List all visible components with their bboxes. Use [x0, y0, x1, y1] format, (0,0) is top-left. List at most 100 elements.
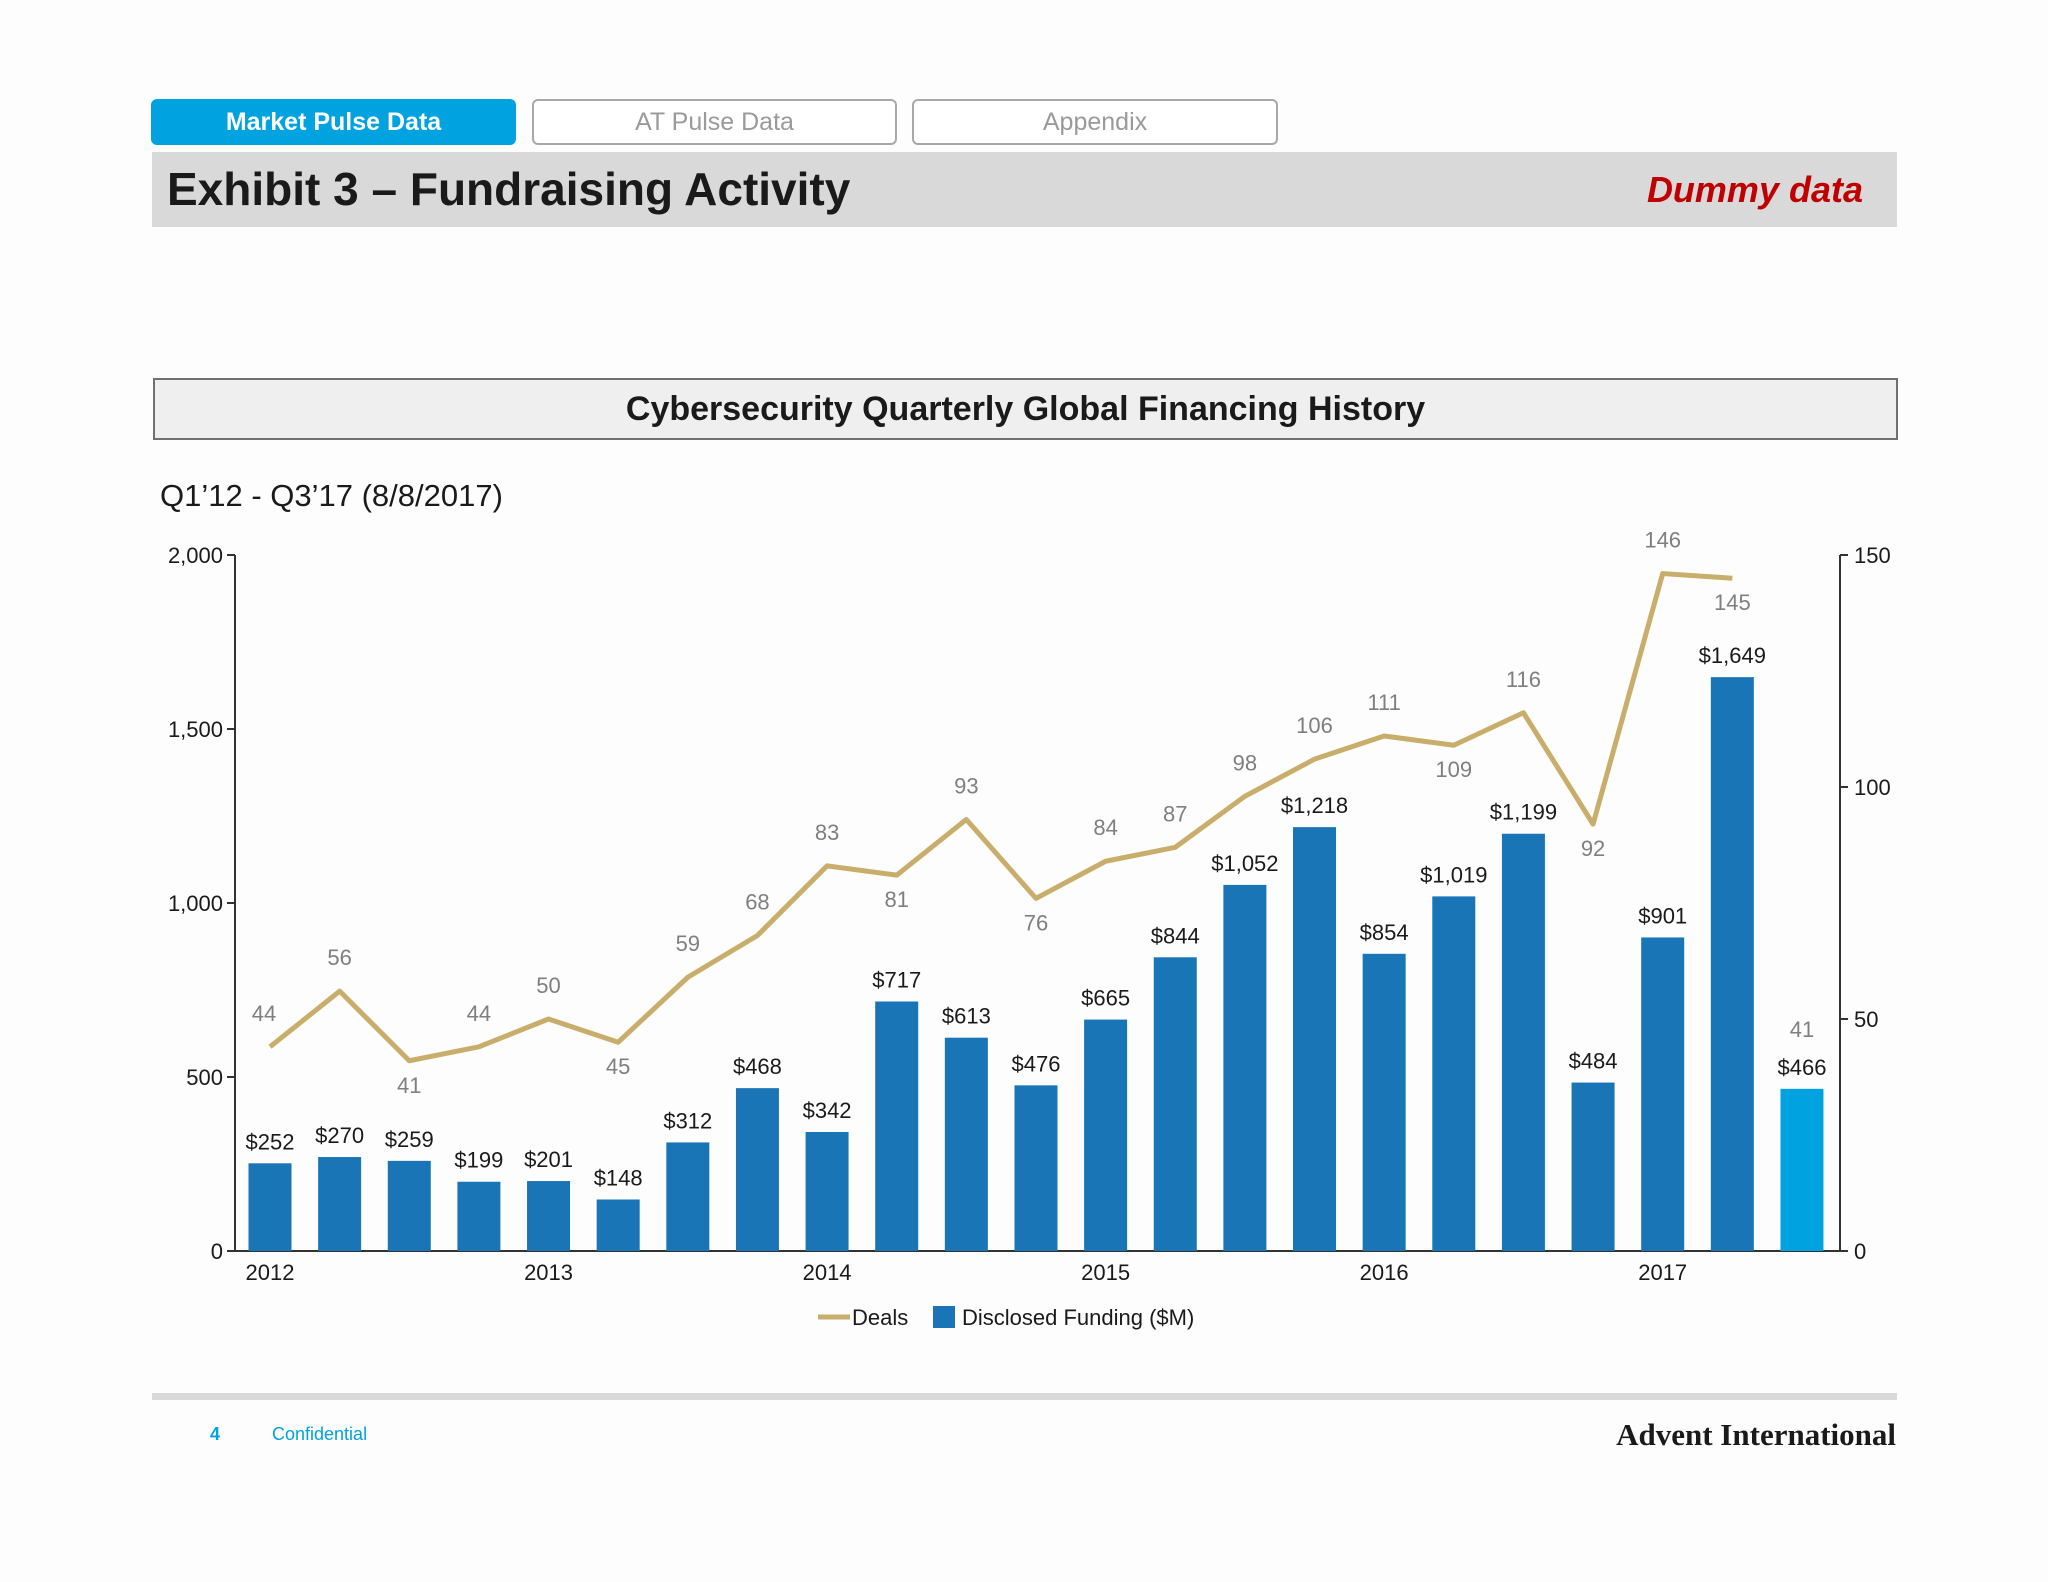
deals-point-label: 146	[1644, 528, 1681, 553]
y-left-tick-label: 1,500	[168, 717, 223, 742]
funding-bar	[1293, 827, 1337, 1251]
funding-bar-label: $854	[1360, 920, 1409, 945]
funding-bar-label: $148	[594, 1165, 643, 1190]
deals-point-label: 44	[467, 1001, 491, 1026]
y-right-tick-label: 50	[1854, 1007, 1878, 1032]
x-tick-label: 2012	[246, 1260, 295, 1285]
funding-bar-label: $844	[1151, 923, 1200, 948]
funding-bar-label: $201	[524, 1147, 573, 1172]
deals-point-label: 44	[252, 1001, 276, 1026]
funding-bar-label: $312	[663, 1108, 712, 1133]
funding-bar	[1571, 1082, 1615, 1251]
funding-bar	[1710, 677, 1754, 1251]
funding-bar	[1641, 937, 1685, 1251]
deals-point-label: 50	[536, 973, 560, 998]
funding-bar	[875, 1001, 919, 1251]
funding-bar	[1501, 833, 1545, 1251]
deals-point-label: 59	[676, 931, 700, 956]
funding-bar-label: $476	[1012, 1051, 1061, 1076]
funding-bar	[527, 1181, 571, 1251]
funding-bar-label: $466	[1777, 1055, 1826, 1080]
funding-bar	[1362, 953, 1406, 1251]
brand-logo-text: Advent International	[1616, 1417, 1896, 1452]
funding-bar-label: $199	[454, 1148, 503, 1173]
funding-bar-label: $665	[1081, 986, 1130, 1011]
funding-bar	[666, 1142, 710, 1251]
deals-point-label: 41	[1790, 1017, 1814, 1042]
x-tick-label: 2016	[1360, 1260, 1409, 1285]
deals-point-label: 68	[745, 889, 769, 914]
dummy-data-label: Dummy data	[1646, 169, 1863, 210]
deals-point-label: 87	[1163, 801, 1187, 826]
y-right-tick-label: 150	[1854, 543, 1891, 568]
deals-point-label: 106	[1296, 713, 1333, 738]
deals-point-label: 109	[1435, 757, 1472, 782]
x-tick-label: 2017	[1638, 1260, 1687, 1285]
funding-bar-label: $1,649	[1699, 643, 1766, 668]
deals-point-label: 45	[606, 1054, 630, 1079]
y-left-tick-label: 500	[186, 1065, 223, 1090]
funding-bar-label: $468	[733, 1054, 782, 1079]
y-left-tick-label: 2,000	[168, 543, 223, 568]
legend-deals-label: Deals	[852, 1305, 908, 1330]
funding-bar-label: $1,019	[1420, 862, 1487, 887]
tab-at-pulse-data[interactable]: AT Pulse Data	[532, 99, 897, 145]
funding-bar	[248, 1163, 292, 1251]
page-number: 4	[210, 1424, 221, 1444]
funding-bar	[735, 1088, 779, 1251]
funding-bar	[596, 1199, 640, 1251]
funding-bar-label: $252	[246, 1129, 295, 1154]
funding-bar	[1780, 1088, 1824, 1251]
page-title: Exhibit 3 – Fundraising Activity	[167, 163, 851, 215]
deals-point-label: 41	[397, 1073, 421, 1098]
y-right-tick-label: 0	[1854, 1239, 1866, 1264]
chart-title: Cybersecurity Quarterly Global Financing…	[153, 378, 1898, 440]
tab-market-pulse-data[interactable]: Market Pulse Data	[151, 99, 516, 145]
y-left-tick-label: 0	[211, 1239, 223, 1264]
funding-bar-label: $1,199	[1490, 800, 1557, 825]
funding-bar	[944, 1037, 988, 1251]
funding-bar	[1223, 884, 1267, 1251]
funding-bar-label: $484	[1569, 1049, 1618, 1074]
funding-bar-label: $259	[385, 1127, 434, 1152]
deals-point-label: 76	[1024, 910, 1048, 935]
legend-funding-label: Disclosed Funding ($M)	[962, 1305, 1194, 1330]
title-bar: Exhibit 3 – Fundraising Activity Dummy d…	[152, 152, 1897, 227]
funding-bar	[805, 1131, 849, 1251]
tab-appendix[interactable]: Appendix	[912, 99, 1278, 145]
funding-bar	[1153, 957, 1197, 1251]
funding-bar-label: $717	[872, 967, 921, 992]
footer-divider	[152, 1393, 1897, 1400]
x-tick-label: 2015	[1081, 1260, 1130, 1285]
deals-point-label: 145	[1714, 590, 1751, 615]
deals-point-label: 92	[1581, 836, 1605, 861]
deals-point-label: 116	[1506, 667, 1541, 692]
deals-point-label: 93	[954, 773, 978, 798]
y-left-tick-label: 1,000	[168, 891, 223, 916]
confidential-label: Confidential	[272, 1424, 368, 1444]
financing-chart: 0 500 1,000 1,500 2,000 0 50 100 150 2012 2013 2014…	[168, 528, 1891, 1330]
funding-bar-label: $1,052	[1211, 851, 1278, 876]
funding-bar	[318, 1157, 362, 1251]
funding-bar-label: $1,218	[1281, 793, 1348, 818]
deals-point-label: 81	[884, 887, 908, 912]
x-tick-label: 2013	[524, 1260, 573, 1285]
funding-bar	[1014, 1085, 1058, 1251]
funding-bar	[1432, 896, 1476, 1251]
funding-bar	[457, 1181, 501, 1251]
deals-point-label: 111	[1367, 690, 1400, 715]
deals-line	[268, 571, 1733, 1064]
y-right-tick-label: 100	[1854, 775, 1891, 800]
legend-funding-swatch	[933, 1306, 955, 1328]
deals-point-label: 83	[815, 820, 839, 845]
chart-subtitle: Q1’12 - Q3’17 (8/8/2017)	[160, 478, 503, 513]
funding-bar-label: $613	[942, 1004, 991, 1029]
deals-point-label: 56	[327, 945, 351, 970]
funding-bar-label: $270	[315, 1123, 364, 1148]
x-tick-label: 2014	[803, 1260, 852, 1285]
funding-bar-label: $342	[803, 1098, 852, 1123]
deals-point-label: 98	[1233, 750, 1257, 775]
funding-bar	[1084, 1019, 1128, 1251]
funding-bar	[387, 1160, 431, 1251]
funding-bar-label: $901	[1638, 903, 1687, 928]
